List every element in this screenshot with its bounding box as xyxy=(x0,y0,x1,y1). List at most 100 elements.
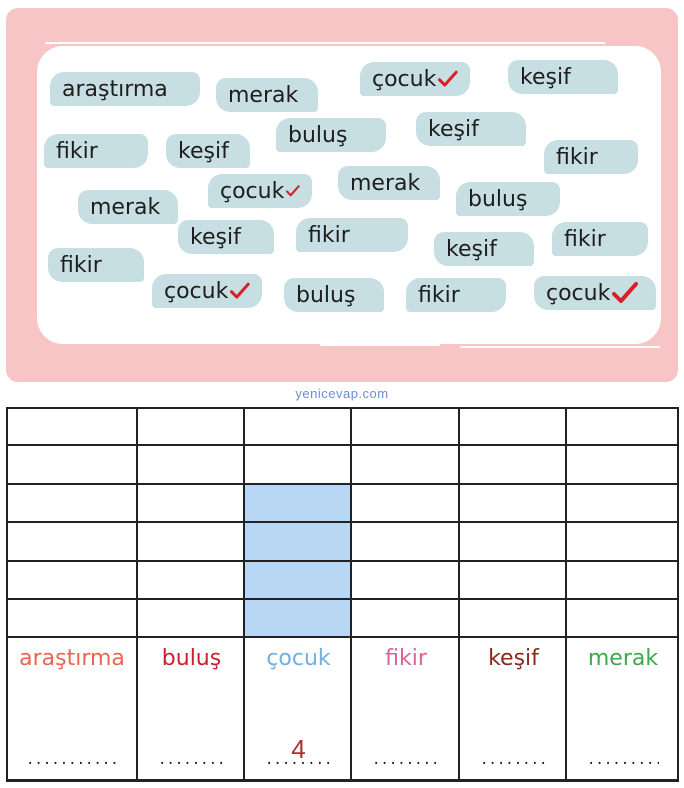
word-chip-text: fikir xyxy=(556,144,598,170)
label-cell xyxy=(138,638,245,781)
word-chip-text: keşif xyxy=(190,224,241,250)
answer-dotted-line: ................... xyxy=(26,752,118,766)
word-chip-text: araştırma xyxy=(62,76,168,102)
answer-dotted-line: ................... xyxy=(265,752,332,766)
word-chip: keşif xyxy=(166,134,250,168)
word-chip: merak xyxy=(338,166,440,200)
word-chip: keşif xyxy=(434,232,534,266)
word-chip: merak xyxy=(78,190,178,224)
word-chip-text: keşif xyxy=(178,138,229,164)
label-cell xyxy=(352,638,460,781)
word-chip: fikir xyxy=(48,248,144,282)
tally-fill-cell xyxy=(245,600,352,638)
tally-cell xyxy=(138,600,245,638)
tally-cell xyxy=(6,562,138,600)
tally-cell xyxy=(138,562,245,600)
word-chip: çocuk xyxy=(360,62,470,96)
word-chip: çocuk xyxy=(152,274,262,308)
word-chip-text: merak xyxy=(350,170,421,196)
label-cell xyxy=(460,638,567,781)
check-mark-icon xyxy=(612,282,639,303)
answer-dotted-line: ................... xyxy=(480,752,547,766)
answer-dotted-line: ................... xyxy=(587,752,659,766)
tally-cell xyxy=(352,600,460,638)
tally-cell xyxy=(567,446,679,485)
tally-cell xyxy=(245,485,352,523)
word-chip-text: çocuk xyxy=(372,66,437,92)
word-chip-text: keşif xyxy=(520,64,571,90)
word-chip: buluş xyxy=(456,182,560,216)
tally-cell xyxy=(245,407,352,446)
board-edge-stroke xyxy=(320,344,440,346)
answer-dotted-line: ................... xyxy=(158,752,225,766)
word-chip: buluş xyxy=(276,118,386,152)
tally-cell xyxy=(352,407,460,446)
board-edge-stroke xyxy=(45,42,605,44)
answer-dotted-line: ................... xyxy=(372,752,440,766)
word-chip-text: keşif xyxy=(428,116,479,142)
check-mark-icon xyxy=(230,282,250,299)
tally-cell xyxy=(245,562,352,600)
word-chip-text: fikir xyxy=(418,282,460,308)
tally-cell xyxy=(245,600,352,638)
label-cell xyxy=(567,638,679,781)
tally-cell xyxy=(567,523,679,562)
tally-cell xyxy=(460,562,567,600)
tally-fill-cell xyxy=(245,523,352,562)
column-label: fikir xyxy=(385,646,427,671)
word-chip-text: keşif xyxy=(446,236,497,262)
word-chip-text: merak xyxy=(90,194,161,220)
word-chip-text: buluş xyxy=(468,186,528,212)
column-label: keşif xyxy=(488,646,539,671)
check-mark-icon xyxy=(438,70,458,87)
tally-cell xyxy=(460,446,567,485)
tally-fill-cell xyxy=(245,485,352,523)
word-chip: çocuk xyxy=(534,276,656,310)
word-chip-text: çocuk xyxy=(164,278,229,304)
tally-cell xyxy=(245,523,352,562)
word-chip-text: merak xyxy=(228,82,299,108)
tally-cell xyxy=(138,446,245,485)
word-chip-text: çocuk xyxy=(220,178,285,204)
tally-cell xyxy=(245,446,352,485)
tally-cell xyxy=(567,562,679,600)
tally-cell xyxy=(567,485,679,523)
word-chip-text: buluş xyxy=(288,122,348,148)
word-chip: fikir xyxy=(406,278,506,312)
word-chip: fikir xyxy=(552,222,648,256)
tally-cell xyxy=(352,523,460,562)
tally-cell xyxy=(460,523,567,562)
answer-value: 4 xyxy=(291,734,306,764)
column-label: buluş xyxy=(161,646,222,671)
word-chip-text: fikir xyxy=(56,138,98,164)
board-edge-stroke xyxy=(460,346,660,348)
check-mark-icon xyxy=(286,185,300,197)
column-label: çocuk xyxy=(266,646,331,671)
word-chip: keşif xyxy=(178,220,274,254)
tally-cell xyxy=(352,485,460,523)
word-chip-text: fikir xyxy=(308,222,350,248)
word-chip: fikir xyxy=(296,218,408,252)
tally-cell xyxy=(6,523,138,562)
tally-cell xyxy=(460,600,567,638)
word-chip: çocuk xyxy=(208,174,312,208)
tally-cell xyxy=(138,485,245,523)
tally-cell xyxy=(6,485,138,523)
tally-cell xyxy=(6,446,138,485)
column-label: araştırma xyxy=(19,646,125,671)
tally-cell xyxy=(352,562,460,600)
column-label: merak xyxy=(587,646,659,671)
tally-cell xyxy=(567,600,679,638)
word-chip: fikir xyxy=(544,140,638,174)
word-chip-text: buluş xyxy=(296,282,356,308)
word-chip-text: çocuk xyxy=(546,280,611,306)
word-chip-text: fikir xyxy=(60,252,102,278)
word-chip: fikir xyxy=(44,134,148,168)
tally-cell xyxy=(138,523,245,562)
tally-cell xyxy=(6,407,138,446)
tally-cell xyxy=(352,446,460,485)
watermark: yenicevap.com xyxy=(295,386,389,401)
word-chip: buluş xyxy=(284,278,384,312)
label-cell xyxy=(6,638,138,781)
label-cell xyxy=(245,638,352,781)
